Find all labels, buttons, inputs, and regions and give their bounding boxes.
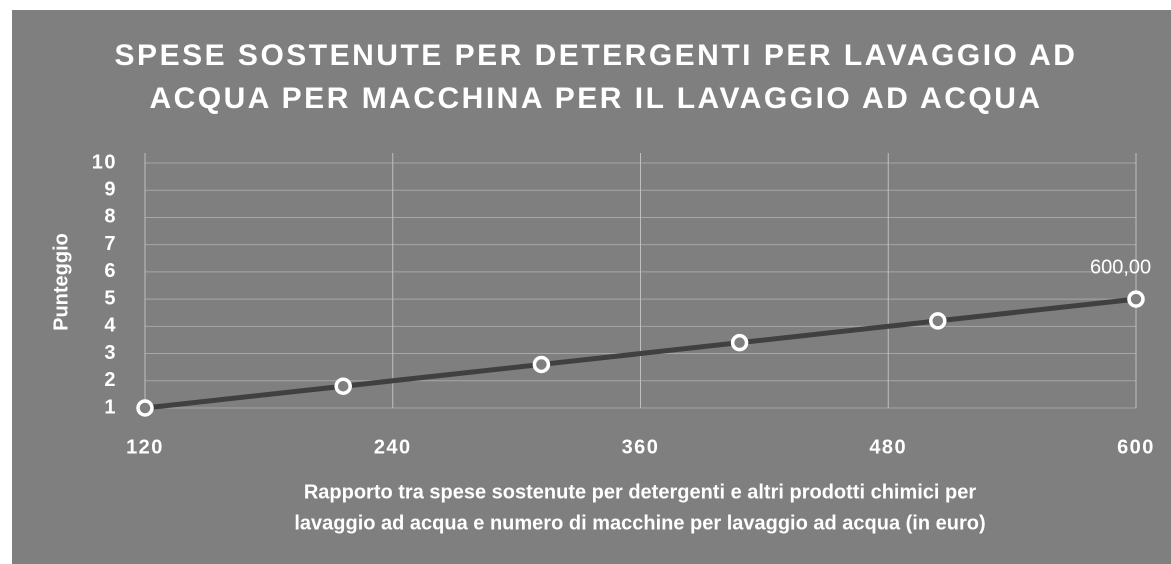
data-point xyxy=(1127,290,1145,308)
x-axis-title: lavaggio ad acqua e numero di macchine p… xyxy=(294,512,985,534)
y-tick-label: 10 xyxy=(92,151,117,173)
chart-title: SPESE SOSTENUTE PER DETERGENTI PER LAVAG… xyxy=(115,39,1078,72)
y-tick-label: 3 xyxy=(104,342,117,364)
x-tick-label: 240 xyxy=(374,436,412,458)
data-label: 600,00 xyxy=(1090,256,1151,278)
data-point xyxy=(334,377,352,395)
chart-background xyxy=(12,10,1171,564)
y-tick-label: 5 xyxy=(104,287,117,309)
x-tick-label: 120 xyxy=(126,436,164,458)
x-tick-label: 360 xyxy=(622,436,660,458)
data-point xyxy=(730,333,749,352)
y-tick-label: 7 xyxy=(104,233,117,255)
y-tick-label: 9 xyxy=(104,179,117,201)
x-tick-label: 480 xyxy=(869,436,907,458)
y-tick-label: 8 xyxy=(104,206,117,228)
x-tick-label: 600 xyxy=(1117,436,1155,458)
x-axis-title: Rapporto tra spese sostenute per deterge… xyxy=(304,481,977,503)
data-point xyxy=(532,355,551,374)
data-point xyxy=(136,399,154,417)
y-axis-title: Punteggio xyxy=(50,233,72,331)
y-tick-label: 6 xyxy=(104,260,117,282)
y-tick-label: 4 xyxy=(104,315,117,337)
y-tick-label: 2 xyxy=(104,369,117,391)
series-line xyxy=(144,296,1137,411)
data-point xyxy=(929,312,947,330)
chart-title: ACQUA PER MACCHINA PER IL LAVAGGIO AD AC… xyxy=(149,82,1042,115)
y-tick-label: 1 xyxy=(104,396,117,418)
